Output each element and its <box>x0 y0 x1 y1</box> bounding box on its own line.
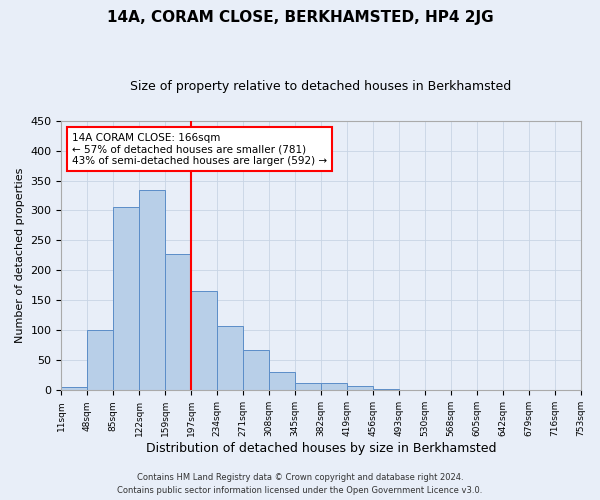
Bar <box>295 383 321 390</box>
Bar <box>321 383 347 390</box>
Text: 14A CORAM CLOSE: 166sqm
← 57% of detached houses are smaller (781)
43% of semi-d: 14A CORAM CLOSE: 166sqm ← 57% of detache… <box>72 132 327 166</box>
Y-axis label: Number of detached properties: Number of detached properties <box>15 168 25 343</box>
Bar <box>243 350 269 391</box>
Text: Contains HM Land Registry data © Crown copyright and database right 2024.
Contai: Contains HM Land Registry data © Crown c… <box>118 474 482 495</box>
X-axis label: Distribution of detached houses by size in Berkhamsted: Distribution of detached houses by size … <box>146 442 496 455</box>
Text: 14A, CORAM CLOSE, BERKHAMSTED, HP4 2JG: 14A, CORAM CLOSE, BERKHAMSTED, HP4 2JG <box>107 10 493 25</box>
Bar <box>191 292 217 390</box>
Title: Size of property relative to detached houses in Berkhamsted: Size of property relative to detached ho… <box>130 80 512 93</box>
Bar <box>373 389 399 390</box>
Bar <box>217 326 243 390</box>
Bar <box>347 386 373 390</box>
Bar <box>165 254 191 390</box>
Bar <box>139 190 165 390</box>
Bar <box>88 330 113 390</box>
Bar <box>269 372 295 390</box>
Bar <box>113 208 139 390</box>
Bar <box>61 388 88 390</box>
